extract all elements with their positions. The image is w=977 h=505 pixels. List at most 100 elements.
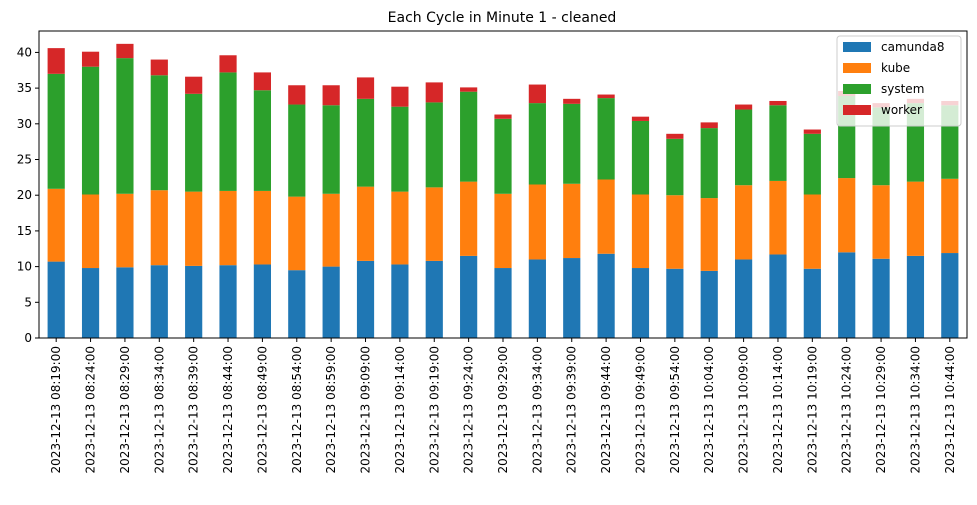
bar-system-7 [288,104,306,197]
bar-worker-17 [631,116,650,121]
bar-system-16 [597,98,615,180]
y-tick-label-20: 20 [17,188,32,202]
x-tick-label-18: 2023-12-13 09:54:00 [668,346,682,473]
x-tick-label-23: 2023-12-13 10:24:00 [840,346,854,473]
bar-kube-24 [872,185,890,259]
bar-camunda8-12 [460,255,478,338]
bar-camunda8-6 [253,264,271,338]
bar-worker-19 [700,122,718,129]
legend-box [836,35,962,127]
bar-worker-1 [81,51,100,67]
bar-worker-7 [288,85,306,105]
y-tick-label-5: 5 [24,295,32,309]
bar-system-13 [494,118,512,194]
bars-layer [47,43,959,338]
bar-system-24 [872,107,890,186]
bar-system-3 [150,75,168,191]
x-tick-label-14: 2023-12-13 09:34:00 [530,346,544,473]
bar-system-22 [803,133,821,195]
bar-camunda8-1 [81,268,100,338]
bar-system-15 [563,103,581,184]
bar-camunda8-18 [666,268,684,338]
bar-camunda8-7 [288,270,306,338]
x-tick-label-3: 2023-12-13 08:34:00 [152,346,166,473]
bar-camunda8-17 [631,268,650,338]
bar-worker-6 [253,72,271,91]
bar-worker-11 [425,82,443,103]
bar-kube-4 [185,191,203,266]
bar-kube-9 [356,186,375,261]
bar-system-14 [528,103,546,185]
x-tick-label-1: 2023-12-13 08:24:00 [84,346,98,473]
legend-label-camunda8: camunda8 [881,40,944,54]
x-tick-label-11: 2023-12-13 09:19:00 [427,346,441,473]
x-tick-label-10: 2023-12-13 09:14:00 [393,346,407,473]
x-tick-label-16: 2023-12-13 09:44:00 [599,346,613,473]
legend-swatch-worker [843,105,871,115]
bar-worker-18 [666,133,684,139]
legend-label-worker: worker [881,103,922,117]
bar-camunda8-21 [769,254,787,338]
bar-camunda8-22 [803,268,821,338]
legend-swatch-kube [843,63,871,73]
bar-worker-2 [116,43,134,59]
y-tick-label-15: 15 [17,224,32,238]
bar-worker-14 [528,84,546,104]
x-tick-label-0: 2023-12-13 08:19:00 [49,346,63,473]
legend-swatch-camunda8 [843,42,871,52]
bar-kube-11 [425,187,443,261]
x-tick-label-6: 2023-12-13 08:49:00 [255,346,269,473]
x-tick-label-24: 2023-12-13 10:29:00 [874,346,888,473]
bar-system-12 [460,91,478,182]
bar-camunda8-23 [838,252,856,338]
bar-camunda8-3 [150,265,168,338]
bar-worker-21 [769,100,787,106]
bar-kube-5 [219,190,237,266]
bar-worker-13 [494,114,512,119]
x-tick-label-5: 2023-12-13 08:44:00 [221,346,235,473]
bar-system-19 [700,128,718,199]
bar-camunda8-13 [494,268,512,338]
legend: camunda8 kube system worker [836,35,962,127]
bar-system-10 [391,106,409,192]
y-tick-label-0: 0 [24,331,32,345]
bar-kube-18 [666,195,684,269]
x-tick-label-19: 2023-12-13 10:04:00 [702,346,716,473]
bar-worker-15 [563,98,581,104]
bar-system-0 [47,73,65,189]
bar-kube-0 [47,188,65,262]
x-tick-label-9: 2023-12-13 09:09:00 [359,346,373,473]
bar-worker-10 [391,86,409,107]
x-tick-label-4: 2023-12-13 08:39:00 [187,346,201,473]
bar-kube-6 [253,190,271,265]
bar-worker-16 [597,94,615,99]
legend-label-system: system [881,82,924,96]
bar-kube-14 [528,184,546,260]
bar-system-20 [735,109,753,186]
bar-system-2 [116,58,134,194]
bar-kube-20 [735,185,753,260]
bar-camunda8-4 [185,265,203,338]
y-tick-label-35: 35 [17,81,32,95]
x-tick-label-17: 2023-12-13 09:49:00 [633,346,647,473]
bar-kube-16 [597,179,615,254]
bar-kube-15 [563,183,581,259]
bar-camunda8-2 [116,267,134,338]
bar-kube-7 [288,196,306,271]
x-tick-label-22: 2023-12-13 10:19:00 [805,346,819,473]
y-tick-label-40: 40 [17,45,32,59]
bar-camunda8-24 [872,258,890,338]
bar-kube-12 [460,181,478,256]
bar-worker-0 [47,48,65,74]
x-tick-label-15: 2023-12-13 09:39:00 [565,346,579,473]
bar-worker-5 [219,55,237,73]
bar-system-11 [425,102,443,188]
bar-worker-3 [150,59,168,76]
x-tick-label-12: 2023-12-13 09:24:00 [462,346,476,473]
bar-kube-21 [769,180,787,255]
bar-system-17 [631,120,650,195]
bar-kube-19 [700,198,718,271]
bar-kube-10 [391,191,409,265]
x-tick-label-8: 2023-12-13 08:59:00 [324,346,338,473]
